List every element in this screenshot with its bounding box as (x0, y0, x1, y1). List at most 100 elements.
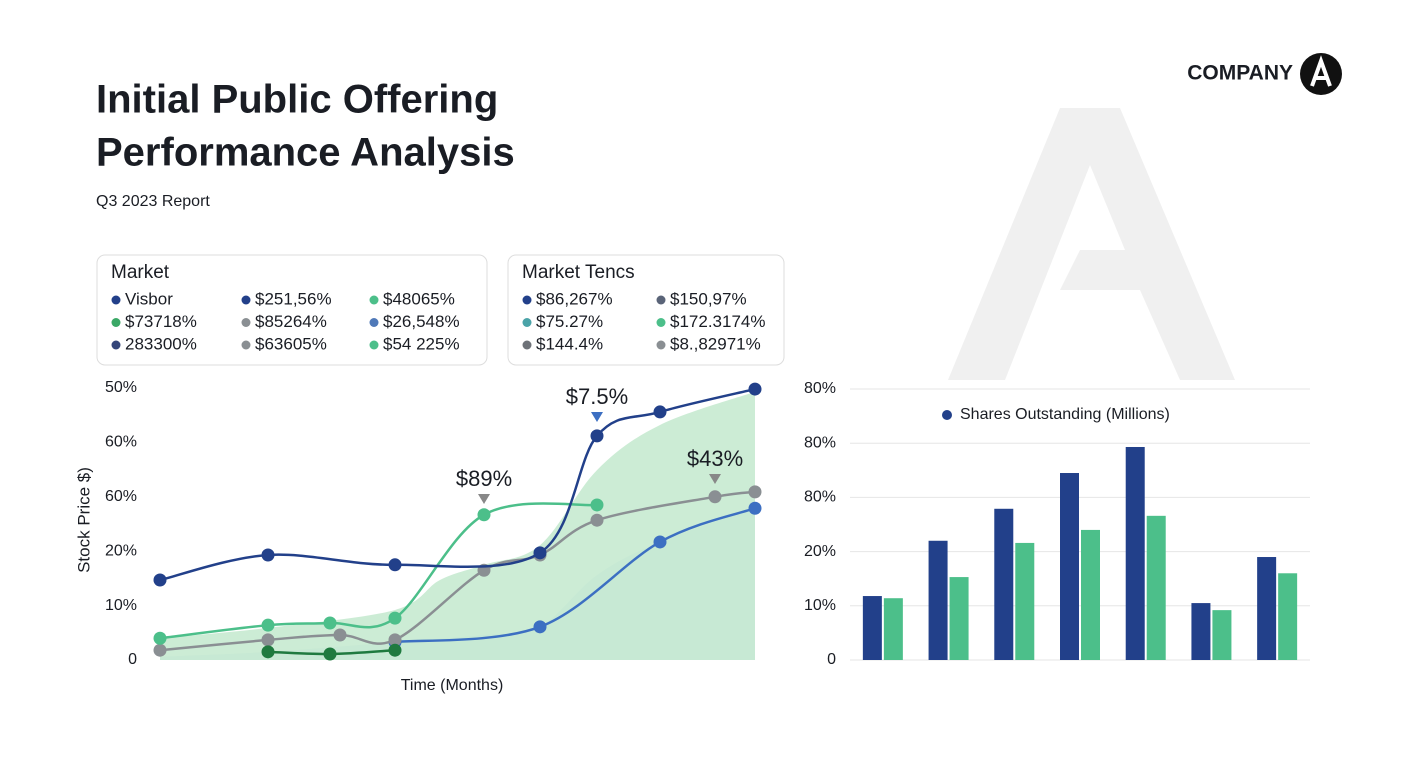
bar (949, 577, 969, 660)
legend-label: $63605% (255, 334, 327, 353)
y-tick-label: 20% (804, 543, 836, 560)
annotation-arrow (591, 412, 603, 422)
annotation-arrow (709, 474, 721, 484)
y-tick-label: 10% (105, 597, 137, 614)
point (590, 429, 604, 443)
legend-dot (111, 295, 121, 305)
x-axis-label: Time (Months) (401, 677, 504, 694)
legend-title: Market (111, 262, 170, 283)
bar (1278, 573, 1298, 660)
point (748, 485, 762, 499)
point (388, 611, 402, 625)
legend-label: $86,267% (536, 289, 613, 308)
legend-label: $150,97% (670, 289, 747, 308)
bar (994, 508, 1014, 660)
annotation: $43% (687, 446, 743, 471)
point (653, 405, 667, 419)
bar (1257, 557, 1277, 660)
point (708, 490, 722, 504)
legend-dot (656, 340, 666, 350)
point (261, 618, 275, 632)
bar (928, 540, 948, 660)
y-tick-label: 80% (804, 380, 836, 397)
legend-dot (369, 340, 379, 350)
y-tick-label: 10% (804, 597, 836, 614)
legend-label: $54 225% (383, 334, 460, 353)
y-tick-label: 0 (128, 651, 137, 668)
y-axis-label: Stock Price $) (74, 467, 93, 573)
title-line: Initial Public Offering (96, 78, 498, 122)
annotation-arrow (478, 494, 490, 504)
legend-label: 283300% (125, 334, 197, 353)
line (159, 502, 598, 640)
legend-label: $26,548% (383, 312, 460, 331)
bar (1060, 473, 1079, 660)
legend-dot (369, 318, 379, 327)
bar (1081, 529, 1100, 660)
bar (862, 596, 882, 660)
legend-dot (522, 295, 532, 305)
point (748, 501, 762, 515)
point (323, 616, 337, 630)
legend-dot (522, 318, 532, 327)
point (388, 633, 402, 647)
watermark-logo (948, 108, 1235, 380)
legend-dot (241, 340, 251, 350)
legend-label: $172.3174% (670, 312, 765, 331)
point (261, 548, 275, 562)
legend-label: $85264% (255, 312, 327, 331)
subtitle: Q3 2023 Report (96, 193, 210, 210)
legend-dot (522, 340, 532, 350)
legend-dot (111, 318, 121, 327)
point (477, 508, 491, 522)
annotation: $89% (456, 466, 512, 491)
legend-dot (241, 318, 251, 327)
point (590, 498, 604, 512)
bar (1015, 542, 1035, 660)
point (261, 645, 275, 659)
company-name: COMPANY (1187, 62, 1293, 85)
point (590, 513, 604, 527)
point (153, 643, 167, 657)
bar (1212, 610, 1232, 660)
point (533, 546, 547, 560)
point (748, 382, 762, 396)
y-tick-label: 60% (105, 488, 137, 505)
y-tick-label: 50% (105, 379, 137, 396)
point (333, 628, 347, 642)
line (394, 507, 756, 644)
bar (883, 598, 903, 660)
legend-label: $8.,82971% (670, 334, 761, 353)
point (261, 633, 275, 647)
legend-dot (241, 295, 251, 305)
point (388, 643, 402, 657)
legend-dot (656, 295, 666, 305)
point (388, 558, 402, 572)
legend-dot (369, 295, 379, 305)
bar (1146, 515, 1166, 660)
legend-label: $73718% (125, 312, 197, 331)
company-logo-mark (1310, 55, 1332, 87)
title-line: Performance Analysis (96, 131, 515, 175)
legend-label: Visbor (125, 289, 173, 308)
area (160, 391, 755, 660)
point (153, 631, 167, 645)
legend-label: $144.4% (536, 334, 603, 353)
legend-box (96, 254, 488, 366)
line (159, 490, 756, 652)
point (323, 647, 337, 661)
bar (1125, 446, 1145, 660)
legend-label: $75.27% (536, 312, 603, 331)
y-tick-label: 60% (105, 434, 137, 451)
legend-dot (942, 410, 952, 420)
point (653, 535, 667, 549)
legend-dot (656, 318, 666, 327)
y-tick-label: 0 (827, 651, 836, 668)
legend-dot (111, 340, 121, 350)
legend-label: Shares Outstanding (Millions) (960, 406, 1170, 423)
annotation: $7.5% (566, 384, 628, 409)
legend-box (507, 254, 785, 366)
legend-label: $48065% (383, 289, 455, 308)
point (153, 573, 167, 587)
